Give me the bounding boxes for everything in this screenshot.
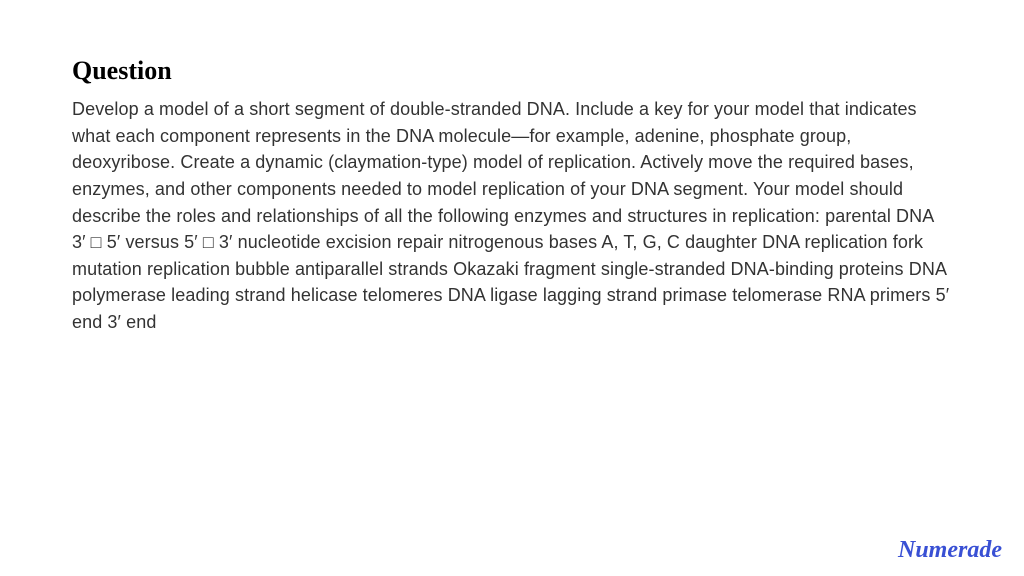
brand-logo: Numerade [898,537,1002,564]
question-body-text: Develop a model of a short segment of do… [72,96,952,336]
question-container: Question Develop a model of a short segm… [0,0,1024,336]
question-heading: Question [72,56,952,86]
